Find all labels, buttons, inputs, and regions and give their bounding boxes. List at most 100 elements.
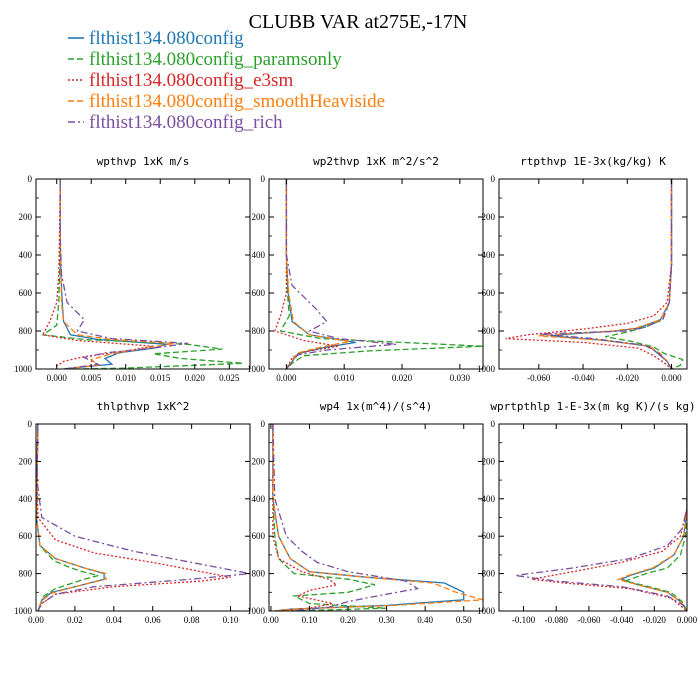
y-tick-label: 400 — [482, 250, 496, 260]
x-tick-label: 0.10 — [302, 615, 318, 625]
series-group — [515, 424, 687, 611]
y-tick-label: 400 — [252, 250, 266, 260]
chart-panel: rtpthvp 1E-3x(kg/kg) K 0 200 400 600 800 1000 -… — [477, 155, 688, 383]
series-line-e3sm — [505, 179, 673, 369]
x-tick-label: 0.010 — [116, 373, 137, 383]
plot-frame — [498, 423, 688, 612]
panel-title: wp4 1x(m^4)/(s^4) — [320, 400, 433, 413]
y-tick-label: 400 — [19, 250, 33, 260]
y-tick-label: 600 — [482, 531, 496, 541]
series-group — [272, 424, 483, 611]
series-line-e3sm — [41, 179, 154, 369]
x-tick-label: 0.000 — [276, 373, 297, 383]
y-tick-label: 600 — [19, 288, 33, 298]
legend-entry: flthist134.080config_paramsonly — [68, 49, 342, 70]
panel-title: wp2thvp 1xK m^2/s^2 — [313, 155, 439, 168]
x-tick-label: -0.080 — [545, 615, 569, 625]
series-group — [273, 179, 483, 369]
series-line-rich — [538, 179, 673, 369]
series-line-rich — [36, 424, 250, 611]
y-tick-label: 1000 — [14, 364, 33, 374]
x-tick-label: 0.030 — [450, 373, 471, 383]
y-tick-label: 400 — [19, 494, 33, 504]
y-tick-label: 0 — [28, 419, 33, 429]
series-group — [36, 424, 250, 611]
x-tick-label: 0.20 — [340, 615, 356, 625]
y-tick-label: 200 — [482, 456, 496, 466]
y-tick-label: 200 — [19, 456, 33, 466]
chart-panels: wpthvp 1xK m/s 0 200 400 600 800 1000 0.000 0.00… — [14, 155, 698, 625]
legend-entry: flthist134.080config_smoothHeaviside — [68, 91, 385, 112]
series-line-e3sm — [531, 424, 687, 611]
x-tick-label: -0.020 — [643, 615, 667, 625]
y-tick-label: 1000 — [14, 606, 33, 616]
plot-frame — [35, 423, 251, 612]
chart-panel: wp2thvp 1xK m^2/s^2 0 200 400 600 800 1000 0.00… — [247, 155, 484, 383]
y-tick-label: 1000 — [247, 606, 266, 616]
x-tick-label: 0.04 — [106, 615, 122, 625]
panel-title: wpthvp 1xK m/s — [97, 155, 190, 168]
x-tick-label: 0.005 — [81, 373, 102, 383]
legend-entry: flthist134.080config_rich — [68, 112, 283, 133]
x-tick-label: 0.015 — [150, 373, 171, 383]
y-tick-label: 600 — [252, 531, 266, 541]
series-line-smoothHeaviside — [538, 179, 673, 369]
x-tick-label: 0.40 — [417, 615, 433, 625]
y-tick-label: 800 — [19, 569, 33, 579]
x-tick-label: 0.10 — [223, 615, 239, 625]
y-tick-label: 0 — [491, 419, 496, 429]
y-tick-label: 800 — [482, 569, 496, 579]
panel-title: wprtpthlp 1-E-3x(m kg K)/(s kg) — [490, 400, 695, 413]
panel-title: thlpthvp 1xK^2 — [97, 400, 190, 413]
y-tick-label: 800 — [252, 326, 266, 336]
y-tick-label: 400 — [482, 494, 496, 504]
y-tick-label: 1000 — [477, 606, 496, 616]
series-line-paramsonly — [41, 179, 244, 369]
series-line-rich — [59, 179, 188, 369]
y-tick-label: 1000 — [477, 364, 496, 374]
y-tick-label: 800 — [19, 326, 33, 336]
y-tick-label: 200 — [252, 456, 266, 466]
series-line-rich — [272, 424, 420, 611]
series-line-rich — [285, 179, 397, 369]
x-tick-label: 0.020 — [185, 373, 206, 383]
x-tick-label: 0.000 — [677, 615, 698, 625]
y-tick-label: 600 — [482, 288, 496, 298]
figure-title: CLUBB VAR at275E,-17N — [249, 11, 468, 33]
y-tick-label: 0 — [261, 419, 266, 429]
y-tick-label: 200 — [19, 212, 33, 222]
series-line-smoothHeaviside — [272, 424, 483, 611]
x-tick-label: 0.50 — [456, 615, 472, 625]
series-line-config — [272, 424, 465, 611]
x-tick-label: 0.08 — [184, 615, 200, 625]
x-tick-label: -0.060 — [577, 615, 601, 625]
x-tick-label: -0.100 — [512, 615, 536, 625]
x-tick-label: -0.020 — [616, 373, 640, 383]
y-tick-label: 0 — [491, 174, 496, 184]
x-tick-label: -0.040 — [610, 615, 634, 625]
x-tick-label: 0.025 — [219, 373, 240, 383]
series-line-paramsonly — [272, 424, 387, 611]
y-tick-label: 0 — [28, 174, 33, 184]
legend-label: flthist134.080config — [89, 28, 244, 49]
plot-frame — [268, 178, 484, 370]
series-line-smoothHeaviside — [285, 179, 351, 369]
series-line-rich — [515, 424, 687, 611]
legend-entry: flthist134.080config — [68, 28, 244, 49]
y-tick-label: 200 — [252, 212, 266, 222]
series-group — [41, 179, 244, 369]
series-line-e3sm — [272, 424, 339, 611]
legend-label: flthist134.080config_e3sm — [89, 70, 293, 91]
series-line-smoothHeaviside — [616, 424, 687, 611]
chart-panel: wpthvp 1xK m/s 0 200 400 600 800 1000 0.000 0.00… — [14, 155, 251, 383]
series-line-config — [36, 424, 105, 611]
x-tick-label: 0.020 — [392, 373, 413, 383]
panel-title: rtpthvp 1E-3x(kg/kg) K — [520, 155, 666, 168]
series-line-paramsonly — [622, 424, 687, 611]
y-tick-label: 800 — [482, 326, 496, 336]
y-tick-label: 200 — [482, 212, 496, 222]
y-tick-label: 400 — [252, 494, 266, 504]
x-tick-label: 0.000 — [661, 373, 682, 383]
